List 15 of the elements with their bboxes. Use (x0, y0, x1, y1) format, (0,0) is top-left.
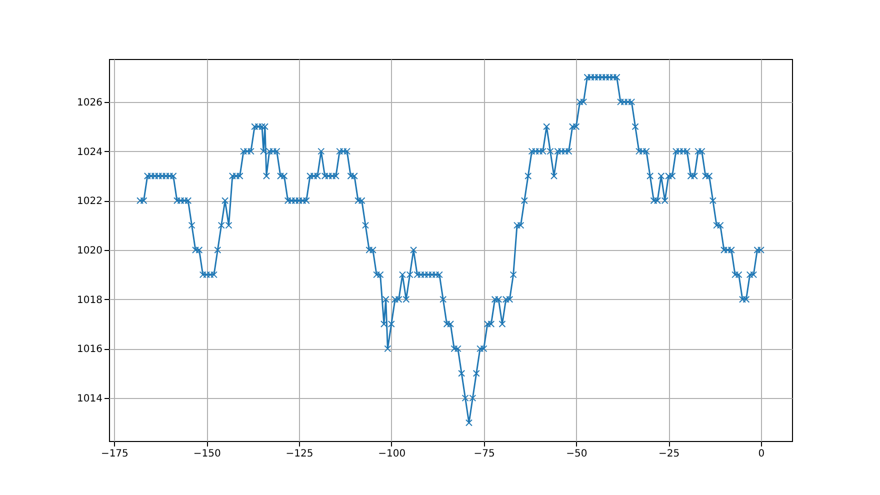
x-tick-label: −25 (658, 448, 680, 460)
y-tick-label: 1018 (77, 294, 102, 306)
x-tick-label: −75 (474, 448, 495, 460)
y-tick-label: 1026 (77, 97, 102, 108)
x-tick-label: −100 (378, 448, 406, 460)
y-tick-label: 1022 (77, 196, 102, 208)
y-tick-label: 1014 (77, 394, 102, 405)
y-tick-label: 1020 (77, 246, 102, 256)
y-tick-label: 1016 (77, 344, 102, 356)
x-tick-label: −125 (286, 448, 314, 460)
y-tick-label: 1024 (77, 146, 102, 158)
x-tick-label: −175 (100, 448, 128, 460)
x-tick-label: −50 (566, 448, 588, 460)
x-tick-label: −150 (193, 448, 221, 460)
x-tick-label: 0 (758, 448, 765, 460)
